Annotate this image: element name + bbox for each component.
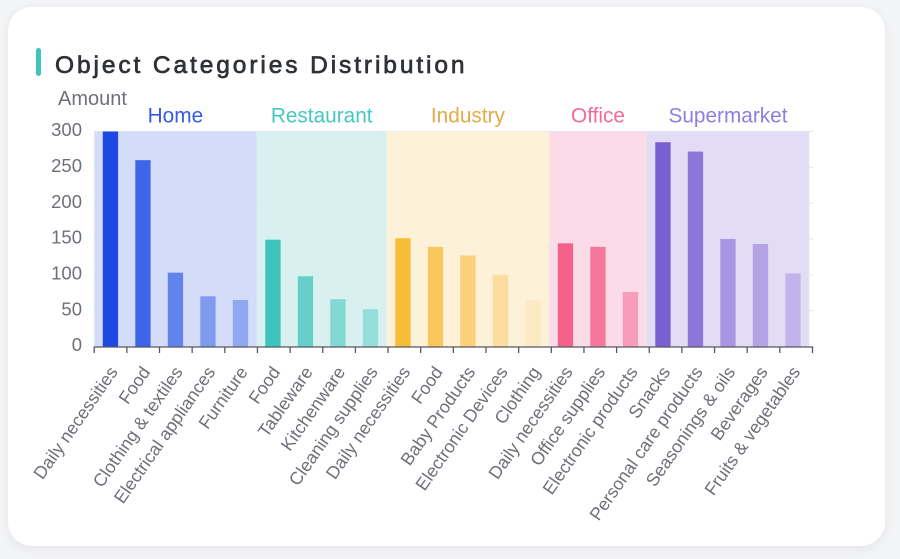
svg-text:100: 100 [51,262,82,283]
svg-text:150: 150 [51,227,82,248]
svg-text:250: 250 [51,155,82,176]
svg-text:Industry: Industry [431,104,506,127]
svg-text:Amount: Amount [58,88,127,110]
svg-text:0: 0 [72,334,82,355]
svg-text:200: 200 [51,191,82,212]
svg-text:Home: Home [148,104,203,127]
svg-text:300: 300 [51,119,82,140]
svg-text:50: 50 [61,298,82,319]
svg-text:Office: Office [571,104,625,127]
svg-text:Restaurant: Restaurant [271,104,373,127]
svg-text:Supermarket: Supermarket [668,104,787,127]
